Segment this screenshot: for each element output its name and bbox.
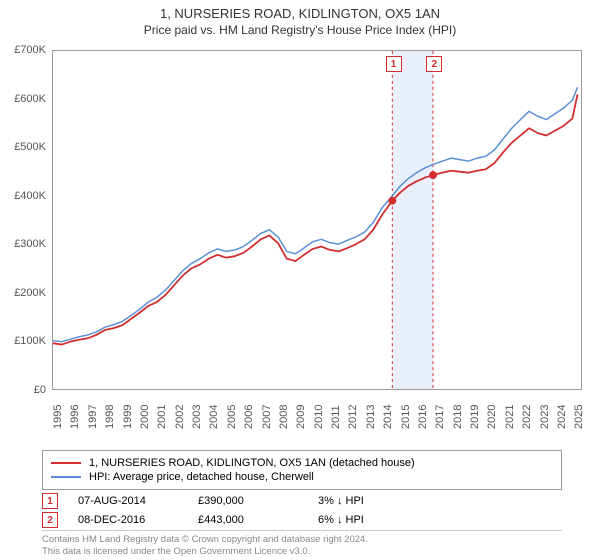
chart-plot-area: 12 xyxy=(52,50,582,390)
x-tick-label: 2015 xyxy=(400,405,412,429)
y-tick-label: £400K xyxy=(14,190,46,202)
x-tick-label: 2014 xyxy=(382,405,394,429)
x-tick-label: 2020 xyxy=(486,405,498,429)
footer-attribution: Contains HM Land Registry data © Crown c… xyxy=(42,530,562,559)
plot-marker-badge: 2 xyxy=(426,56,442,72)
x-tick-label: 2011 xyxy=(330,405,342,429)
legend-item: HPI: Average price, detached house, Cher… xyxy=(51,471,553,483)
y-tick-label: £200K xyxy=(14,287,46,299)
x-tick-label: 2004 xyxy=(208,405,220,429)
footer-line1: Contains HM Land Registry data © Crown c… xyxy=(42,534,368,545)
x-tick-label: 2007 xyxy=(261,405,273,429)
sale-marker-badge: 1 xyxy=(42,493,58,509)
sale-marker-badge: 2 xyxy=(42,512,58,528)
y-tick-label: £300K xyxy=(14,238,46,250)
y-tick-label: £100K xyxy=(14,335,46,347)
sales-table: 1 07-AUG-2014 £390,000 3% ↓ HPI 2 08-DEC-2016… xyxy=(42,490,562,531)
x-tick-label: 1998 xyxy=(104,405,116,429)
chart-container: 1, NURSERIES ROAD, KIDLINGTON, OX5 1AN P… xyxy=(0,0,600,560)
x-tick-label: 2024 xyxy=(556,405,568,429)
x-tick-label: 2009 xyxy=(295,405,307,429)
legend-item: 1, NURSERIES ROAD, KIDLINGTON, OX5 1AN (… xyxy=(51,457,553,469)
x-tick-label: 2022 xyxy=(521,405,533,429)
chart-svg xyxy=(53,51,581,389)
x-tick-label: 2010 xyxy=(313,405,325,429)
x-tick-label: 2008 xyxy=(278,405,290,429)
x-axis-labels: 1995 1996 1997 1998 1999 2000 2001 2002 2003 2004… xyxy=(52,394,582,454)
x-tick-label: 2003 xyxy=(191,405,203,429)
sale-vs-hpi: 6% ↓ HPI xyxy=(318,514,364,526)
sale-price: £390,000 xyxy=(198,495,298,507)
y-tick-label: £600K xyxy=(14,93,46,105)
footer-line2: This data is licensed under the Open Gov… xyxy=(42,546,310,557)
x-tick-label: 1997 xyxy=(87,405,99,429)
x-tick-label: 1999 xyxy=(122,405,134,429)
legend-label: HPI: Average price, detached house, Cher… xyxy=(89,471,314,483)
legend: 1, NURSERIES ROAD, KIDLINGTON, OX5 1AN (… xyxy=(42,450,562,490)
x-tick-label: 1996 xyxy=(69,405,81,429)
x-tick-label: 2005 xyxy=(226,405,238,429)
sale-date: 07-AUG-2014 xyxy=(78,495,178,507)
sale-price: £443,000 xyxy=(198,514,298,526)
x-tick-label: 2019 xyxy=(469,405,481,429)
sale-row: 1 07-AUG-2014 £390,000 3% ↓ HPI xyxy=(42,493,562,509)
sale-vs-hpi: 3% ↓ HPI xyxy=(318,495,364,507)
sale-row: 2 08-DEC-2016 £443,000 6% ↓ HPI xyxy=(42,512,562,528)
x-tick-label: 2017 xyxy=(434,405,446,429)
x-tick-label: 2013 xyxy=(365,405,377,429)
x-tick-label: 2023 xyxy=(539,405,551,429)
legend-swatch xyxy=(51,462,81,464)
chart-title-address: 1, NURSERIES ROAD, KIDLINGTON, OX5 1AN xyxy=(0,6,600,21)
x-tick-label: 2001 xyxy=(156,405,168,429)
x-tick-label: 2000 xyxy=(139,405,151,429)
x-tick-label: 2016 xyxy=(417,405,429,429)
x-tick-label: 2018 xyxy=(452,405,464,429)
x-tick-label: 2002 xyxy=(174,405,186,429)
plot-marker-badge: 1 xyxy=(386,56,402,72)
x-tick-label: 2012 xyxy=(347,405,359,429)
y-axis-labels: £0£100K£200K£300K£400K£500K£600K£700K xyxy=(0,50,50,390)
x-tick-label: 1995 xyxy=(52,405,64,429)
y-tick-label: £500K xyxy=(14,141,46,153)
x-tick-label: 2025 xyxy=(573,405,585,429)
y-tick-label: £700K xyxy=(14,44,46,56)
x-tick-label: 2021 xyxy=(504,405,516,429)
legend-swatch xyxy=(51,476,81,478)
title-block: 1, NURSERIES ROAD, KIDLINGTON, OX5 1AN P… xyxy=(0,0,600,37)
sale-date: 08-DEC-2016 xyxy=(78,514,178,526)
legend-label: 1, NURSERIES ROAD, KIDLINGTON, OX5 1AN (… xyxy=(89,457,415,469)
x-tick-label: 2006 xyxy=(243,405,255,429)
y-tick-label: £0 xyxy=(34,384,46,396)
chart-subtitle: Price paid vs. HM Land Registry's House … xyxy=(0,23,600,37)
